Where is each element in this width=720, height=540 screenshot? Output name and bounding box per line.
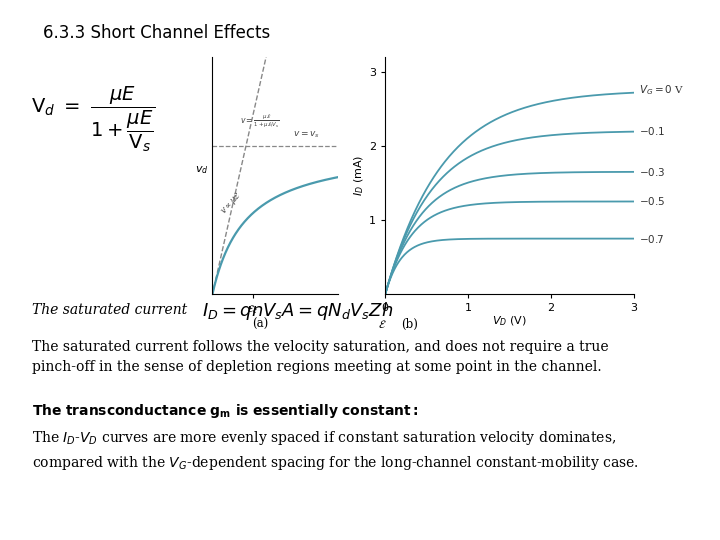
Y-axis label: $I_D\ (\mathrm{mA})$: $I_D\ (\mathrm{mA})$ — [353, 155, 366, 196]
X-axis label: $V_D\ (\mathrm{V})$: $V_D\ (\mathrm{V})$ — [492, 315, 527, 328]
Y-axis label: $v_d$: $v_d$ — [194, 164, 208, 176]
Text: (b): (b) — [402, 318, 418, 330]
Text: $\bf{The\ transconductance\ g_m\ is\ essentially\ constant:}$: $\bf{The\ transconductance\ g_m\ is\ ess… — [32, 402, 419, 420]
Text: $-0.1$: $-0.1$ — [639, 125, 666, 137]
Text: $v = v_s$: $v = v_s$ — [293, 130, 320, 140]
Text: $V_G = 0$ V: $V_G = 0$ V — [639, 83, 685, 97]
Text: $v = \frac{\mu\mathcal{E}}{1+\mu\mathcal{E}/V_s}$: $v = \frac{\mu\mathcal{E}}{1+\mu\mathcal… — [240, 113, 280, 130]
Text: The $I_D$-$V_D$ curves are more evenly spaced if constant saturation velocity do: The $I_D$-$V_D$ curves are more evenly s… — [32, 429, 639, 472]
Text: $I_D = qnV_sA = qN_dV_sZh$: $I_D = qnV_sA = qN_dV_sZh$ — [202, 300, 393, 321]
Text: $-0.7$: $-0.7$ — [639, 233, 665, 245]
Text: $-0.5$: $-0.5$ — [639, 195, 666, 207]
Text: 6.3.3 Short Channel Effects: 6.3.3 Short Channel Effects — [43, 24, 271, 42]
Text: The saturated current: The saturated current — [32, 303, 188, 318]
Text: (a): (a) — [252, 318, 269, 330]
Text: $\mathrm{V}_d\ =\ \dfrac{\mu E}{1+\dfrac{\mu E}{\mathrm{V}_s}}$: $\mathrm{V}_d\ =\ \dfrac{\mu E}{1+\dfrac… — [31, 84, 156, 153]
Text: $-0.3$: $-0.3$ — [639, 166, 666, 178]
Text: The saturated current follows the velocity saturation, and does not require a tr: The saturated current follows the veloci… — [32, 340, 609, 374]
Text: $\mathcal{E}$: $\mathcal{E}$ — [378, 318, 387, 329]
Text: $v \propto \mu\mathcal{E}$: $v \propto \mu\mathcal{E}$ — [218, 189, 245, 217]
